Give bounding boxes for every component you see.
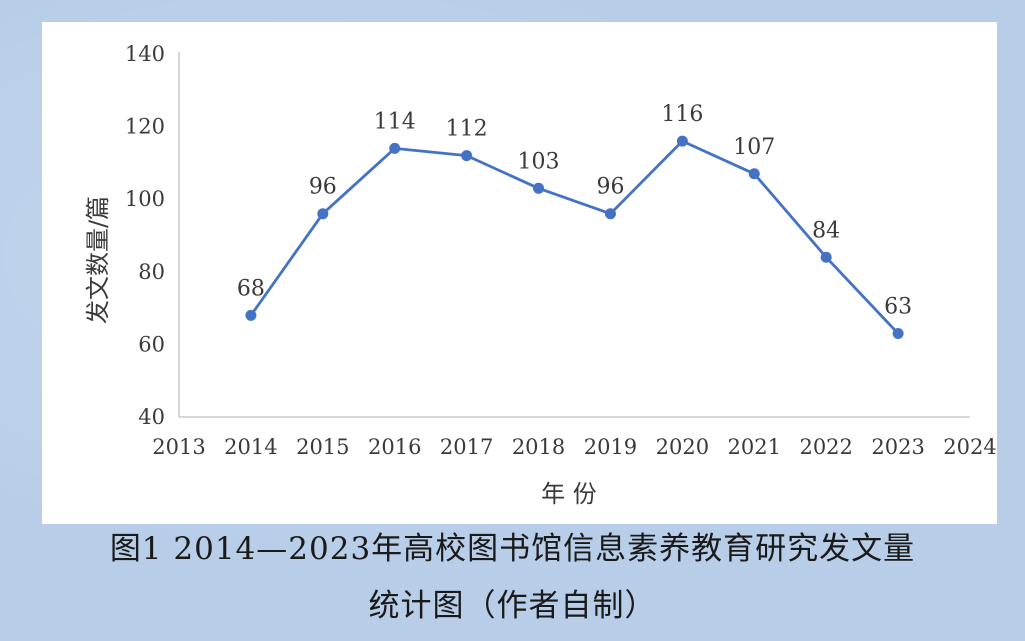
- x-tick-label: 2017: [440, 435, 493, 459]
- x-tick-label: 2014: [224, 435, 277, 459]
- figure-caption-line-2: 统计图（作者自制）: [368, 588, 657, 624]
- data-label: 96: [309, 175, 337, 200]
- data-label: 84: [812, 218, 840, 243]
- line-chart: 40 60 80 100 120 140 2013 2014 2015 2016 2017 2018…: [84, 42, 997, 508]
- series-line: [249, 139, 900, 335]
- x-tick-label: 2015: [296, 435, 349, 459]
- x-tick-label: 2018: [512, 435, 565, 459]
- x-tick-label: 2024: [943, 435, 996, 459]
- data-points: [245, 135, 904, 340]
- y-axis-title: 发文数量/篇: [84, 196, 112, 324]
- data-point: [245, 309, 257, 321]
- data-labels: 68 96 114 112 103 96 116 107 84 63: [237, 102, 912, 319]
- data-point: [389, 142, 401, 154]
- x-tick-label: 2013: [152, 435, 205, 459]
- x-tick-label: 2023: [871, 435, 924, 459]
- chart-axes: [178, 52, 970, 418]
- data-point: [820, 251, 832, 263]
- y-axis-ticks: 40 60 80 100 120 140: [125, 42, 165, 429]
- y-tick-label: 40: [138, 405, 165, 429]
- y-tick-label: 100: [125, 187, 165, 211]
- x-tick-label: 2022: [799, 435, 852, 459]
- x-tick-label: 2016: [368, 435, 421, 459]
- data-label: 107: [733, 135, 775, 160]
- data-point: [461, 150, 473, 162]
- data-point: [892, 328, 904, 340]
- data-point: [317, 208, 329, 220]
- data-label: 96: [596, 175, 624, 200]
- y-tick-label: 60: [138, 332, 165, 356]
- x-axis-title: 年 份: [541, 480, 597, 508]
- x-tick-label: 2020: [656, 435, 709, 459]
- series-polyline: [249, 139, 900, 335]
- chart-panel: 40 60 80 100 120 140 2013 2014 2015 2016 2017 2018…: [42, 22, 997, 524]
- x-axis-ticks: 2013 2014 2015 2016 2017 2018 2019 2020 2021 2022…: [152, 435, 996, 459]
- data-label: 103: [518, 149, 560, 174]
- y-tick-label: 120: [125, 115, 165, 139]
- y-tick-label: 140: [125, 42, 165, 66]
- data-point: [604, 208, 616, 220]
- data-point: [676, 135, 688, 147]
- x-tick-label: 2021: [728, 435, 781, 459]
- data-label: 112: [446, 117, 488, 142]
- x-tick-label: 2019: [584, 435, 637, 459]
- figure-caption-line-1: 图1 2014—2023年高校图书馆信息素养教育研究发文量: [109, 531, 916, 567]
- data-point: [748, 168, 760, 180]
- data-label: 63: [884, 295, 912, 320]
- data-point: [533, 182, 545, 194]
- data-label: 114: [374, 109, 416, 134]
- y-tick-label: 80: [138, 260, 165, 284]
- data-label: 116: [661, 102, 703, 127]
- data-label: 68: [237, 276, 265, 301]
